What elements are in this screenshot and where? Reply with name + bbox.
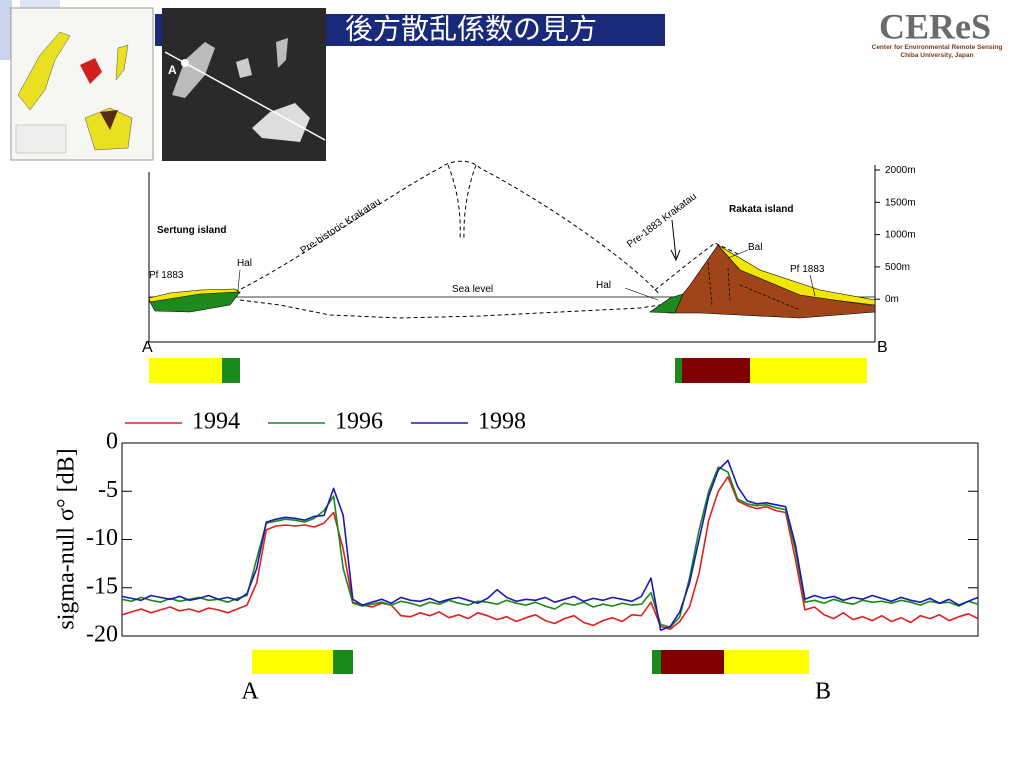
- scale-label: 0m: [885, 294, 899, 305]
- sar-island: [276, 38, 288, 68]
- y-tick-label: -5: [98, 477, 118, 503]
- map-island: [80, 58, 102, 84]
- logo-sub: Center for Environmental Remote Sensing: [872, 44, 1003, 51]
- arrow: [670, 249, 681, 262]
- prehistoric-profile: [234, 160, 661, 296]
- endpoint-label: A: [142, 339, 153, 356]
- section-label: Sea level: [452, 284, 493, 295]
- y-tick-label: -10: [86, 525, 118, 551]
- map-island: [17, 31, 71, 111]
- map-legend: [15, 124, 67, 154]
- section-label: Pre-1883 Krakatau: [625, 191, 699, 250]
- endpoint-label: B: [815, 679, 831, 705]
- section-label: Hal: [237, 258, 252, 269]
- unit-bar: [724, 650, 809, 674]
- line-chart: 0 -5 -10 -15 -20 1994 1996 1998: [86, 409, 979, 648]
- y-axis-label: sigma-null σ° [dB]: [54, 448, 80, 629]
- endpoint-label: A: [241, 679, 259, 705]
- layer: [707, 261, 801, 311]
- scale-label: 2000m: [885, 165, 916, 176]
- section-label: Pf 1883: [790, 264, 825, 275]
- unit-bar: [652, 650, 661, 674]
- unit-bar: [750, 358, 867, 383]
- section-label: Rakata island: [729, 204, 793, 215]
- transect: [164, 51, 326, 141]
- unit-bar: [682, 358, 750, 383]
- series-line: [121, 476, 979, 630]
- image-label: A: [168, 63, 177, 77]
- sar-island: [236, 58, 252, 78]
- map-island: [84, 107, 133, 151]
- leader: [624, 287, 659, 301]
- decor: [0, 0, 12, 60]
- unit-bar: [675, 358, 682, 383]
- map-island: [100, 110, 118, 130]
- map-island: [115, 44, 129, 81]
- logo-sub: Chiba University, Japan: [900, 52, 973, 59]
- scale-label: 1500m: [885, 197, 916, 208]
- unit-bar: [222, 358, 240, 383]
- leader: [809, 274, 816, 297]
- hal-deposit: [649, 293, 684, 314]
- legend-label: 1994: [192, 409, 240, 435]
- unit-bar: [252, 650, 333, 674]
- seafloor: [239, 299, 661, 319]
- scale-label: 500m: [885, 262, 910, 273]
- legend-label: 1996: [335, 409, 383, 435]
- sar-island: [252, 103, 310, 142]
- section-label: Sertung island: [157, 225, 226, 236]
- legend-label: 1998: [478, 409, 526, 435]
- section-label: Hal: [596, 280, 611, 291]
- section-label: Pf 1883: [149, 270, 184, 281]
- crater: [447, 164, 477, 241]
- unit-bar: [333, 650, 353, 674]
- endpoint-label: B: [877, 339, 888, 356]
- cross-section: Sertung island Pre-historic Krakatau Pre…: [142, 160, 916, 356]
- logo: CEReS: [879, 6, 991, 46]
- leader: [237, 269, 241, 291]
- section-label: Bal: [748, 242, 762, 253]
- series-line: [121, 459, 979, 631]
- y-tick-label: 0: [106, 429, 118, 455]
- scale-label: 1000m: [885, 230, 916, 241]
- y-tick-label: -20: [86, 622, 118, 648]
- pre1883-profile: [654, 242, 741, 291]
- sar-island: [172, 42, 215, 98]
- hal-deposit: [149, 291, 241, 313]
- arrow: [671, 219, 677, 259]
- height-scale: 2000m 1500m 1000m 500m 0m: [875, 165, 916, 305]
- transect-point: [181, 59, 189, 67]
- unit-bar: [149, 358, 222, 383]
- series-line: [121, 466, 979, 629]
- rakata-body: [667, 244, 876, 319]
- slide-title: 後方散乱係数の見方: [345, 13, 597, 44]
- unit-bar: [661, 650, 724, 674]
- leader: [727, 249, 749, 259]
- section-label: Pre-historic Krakatau: [299, 196, 383, 256]
- y-tick-label: -15: [86, 573, 118, 599]
